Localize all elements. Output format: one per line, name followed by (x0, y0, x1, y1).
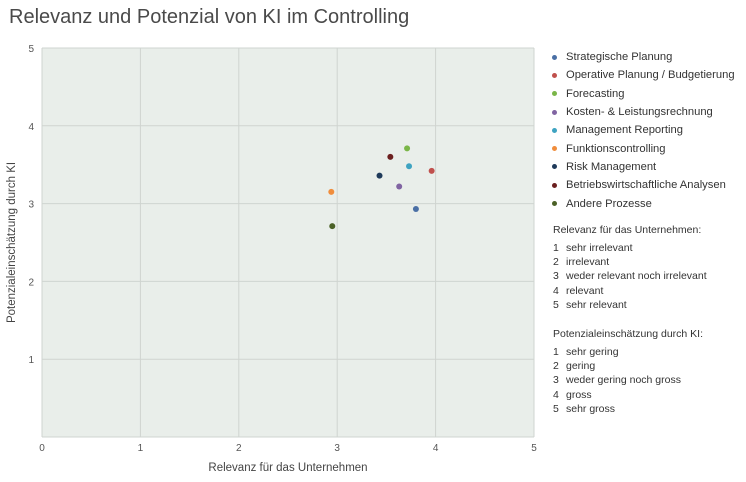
potenzial-scale-item: 2 gering (553, 359, 703, 373)
data-point (396, 183, 403, 190)
legend-item: Risk Management (552, 158, 735, 176)
legend-marker (552, 146, 557, 152)
potenzial-scale-number: 5 (553, 402, 559, 415)
legend-label: Andere Prozesse (566, 197, 652, 210)
legend-marker (552, 182, 557, 188)
legend-label: Strategische Planung (566, 51, 673, 64)
potenzial-scale-label: sehr gering (566, 346, 619, 358)
potenzial-scale-title: Potenzialeinschätzung durch KI: (553, 328, 704, 340)
potenzial-scale-item: 1 sehr gering (553, 345, 703, 359)
relevanz-scale-item: 5 sehr relevant (553, 298, 707, 312)
potenzial-scale-label: gross (566, 388, 592, 401)
data-point (328, 188, 335, 195)
data-point (406, 163, 413, 170)
legend-marker (552, 91, 557, 97)
legend: Strategische Planung Operative Planung / … (552, 48, 735, 213)
data-point (428, 167, 435, 174)
x-tick-label: 3 (334, 443, 340, 454)
potenzial-scale-number: 1 (553, 346, 559, 358)
relevanz-scale-number: 2 (553, 256, 559, 269)
legend-label: Operative Planung / Budgetierung (566, 69, 735, 82)
legend-label: Risk Management (566, 160, 657, 173)
y-tick-label: 3 (28, 200, 34, 211)
relevanz-scale: Relevanz für das Unternehmen: 1 sehr irre… (553, 222, 707, 312)
legend-item: Funktionscontrolling (552, 139, 735, 157)
legend-marker (552, 127, 557, 133)
legend-item: Andere Prozesse (552, 194, 735, 212)
y-tick-label: 1 (28, 355, 34, 366)
relevanz-scale-label: irrelevant (566, 256, 610, 269)
potenzial-scale: Potenzialeinschätzung durch KI: 1 sehr ge… (553, 326, 703, 416)
relevanz-scale-item: 1 sehr irrelevant (553, 241, 707, 255)
plot-area (42, 48, 534, 437)
legend-label: Management Reporting (566, 124, 683, 137)
relevanz-scale-number: 1 (553, 242, 559, 254)
potenzial-scale-label: gering (566, 360, 596, 373)
relevanz-scale-label: sehr irrelevant (566, 242, 633, 254)
chart-title: Relevanz und Potenzial von KI im Control… (9, 6, 410, 28)
potenzial-scale-item: 5 sehr gross (553, 402, 703, 416)
relevanz-scale-item: 4 relevant (553, 284, 707, 298)
legend-item: Forecasting (552, 85, 735, 103)
relevanz-scale-item: 2 irrelevant (553, 255, 707, 269)
x-tick-label: 2 (236, 443, 242, 454)
potenzial-scale-number: 3 (553, 374, 559, 387)
legend-item: Management Reporting (552, 121, 735, 139)
relevanz-scale-number: 3 (553, 270, 559, 283)
legend-marker (552, 54, 557, 60)
relevanz-scale-label: relevant (566, 284, 604, 297)
relevanz-scale-label: sehr relevant (566, 298, 627, 311)
legend-label: Forecasting (566, 87, 625, 100)
data-point (387, 153, 394, 160)
y-tick-label: 4 (28, 122, 34, 133)
data-point (376, 172, 383, 179)
potenzial-scale-label: weder gering noch gross (566, 374, 681, 387)
legend-marker (552, 164, 557, 170)
data-point (412, 206, 419, 213)
legend-item: Strategische Planung (552, 48, 735, 66)
legend-marker (552, 109, 557, 115)
legend-item: Operative Planung / Budgetierung (552, 66, 735, 84)
y-tick-label: 5 (28, 44, 34, 55)
x-tick-label: 0 (39, 443, 45, 454)
legend-item: Betriebswirtschaftliche Analysen (552, 176, 735, 194)
legend-label: Funktionscontrolling (566, 142, 666, 155)
legend-item: Kosten- & Leistungsrechnung (552, 103, 735, 121)
legend-marker (552, 201, 557, 207)
potenzial-scale-number: 2 (553, 360, 559, 373)
x-axis-label: Relevanz für das Unternehmen (208, 462, 367, 474)
potenzial-scale-item: 4 gross (553, 388, 703, 402)
relevanz-scale-number: 4 (553, 284, 559, 297)
relevanz-scale-label: weder relevant noch irrelevant (566, 270, 707, 283)
relevanz-scale-item: 3 weder relevant noch irrelevant (553, 269, 707, 283)
x-tick-label: 4 (433, 443, 439, 454)
legend-marker (552, 72, 557, 78)
potenzial-scale-label: sehr gross (566, 402, 616, 415)
potenzial-scale-item: 3 weder gering noch gross (553, 373, 703, 387)
y-tick-label: 2 (28, 277, 34, 288)
relevanz-scale-number: 5 (553, 298, 559, 311)
data-point (404, 145, 411, 152)
x-tick-label: 5 (531, 443, 537, 454)
x-tick-label: 1 (138, 443, 144, 454)
relevanz-scale-title: Relevanz für das Unternehmen: (553, 224, 702, 236)
potenzial-scale-number: 4 (553, 388, 559, 401)
legend-label: Kosten- & Leistungsrechnung (566, 106, 713, 119)
y-axis-label: Potenzialeinschätzung durch KI (6, 162, 18, 323)
legend-label: Betriebswirtschaftliche Analysen (566, 179, 726, 192)
data-point (329, 223, 336, 230)
